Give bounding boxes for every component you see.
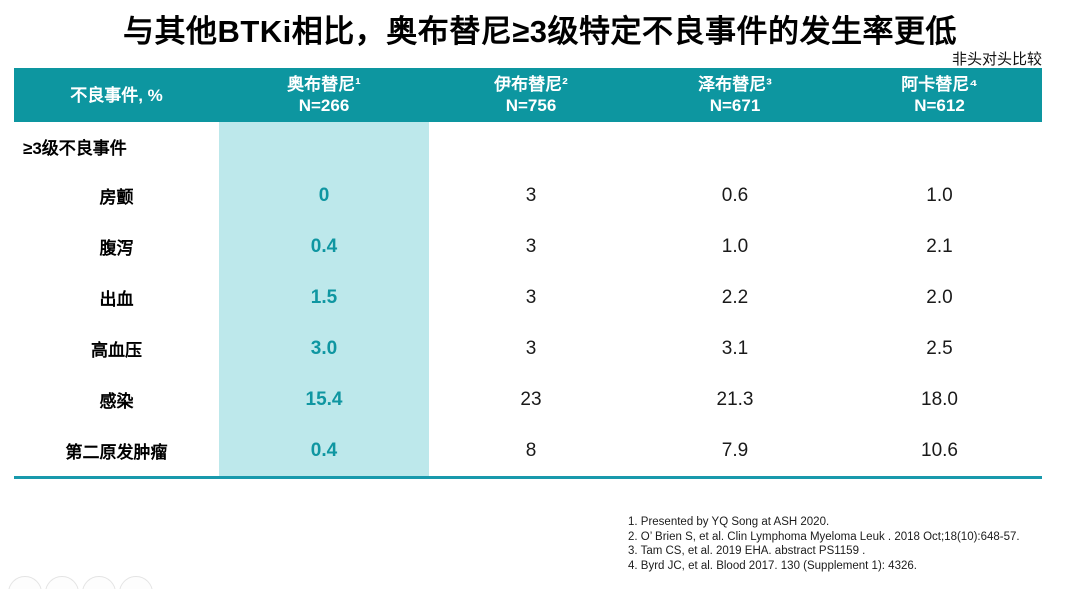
table-cell: 3 (525, 184, 537, 206)
table-cell: 0.4 (219, 425, 429, 476)
drug-n: N=266 (298, 96, 350, 115)
table-cell: 3.1 (721, 337, 749, 359)
table-cell: 0.6 (721, 184, 749, 206)
table-cell: 1.0 (721, 235, 749, 257)
empty-cell (633, 122, 837, 170)
share-icon[interactable] (119, 576, 153, 589)
table-cell: 15.4 (219, 374, 429, 425)
share-icons (8, 576, 153, 589)
table-cell: 1.5 (219, 272, 429, 323)
table-cell: 3 (525, 337, 537, 359)
column-header-zanubrutinib: 泽布替尼³ N=671 (633, 68, 837, 122)
page-title: 与其他BTKi相比，奥布替尼≥3级特定不良事件的发生率更低 (122, 14, 958, 49)
table-cell: 7.9 (721, 439, 749, 461)
table-cell: 0 (219, 170, 429, 221)
reference-line: 3. Tam CS, et al. 2019 EHA. abstract PS1… (628, 545, 866, 557)
share-icon[interactable] (8, 576, 42, 589)
table-cell: 2.5 (926, 337, 953, 359)
drug-name: 泽布替尼³ (698, 75, 772, 94)
share-icon[interactable] (82, 576, 116, 589)
table-cell: 3.0 (219, 323, 429, 374)
reference-line: 1. Presented by YQ Song at ASH 2020. (628, 516, 830, 528)
drug-name: 伊布替尼² (494, 75, 568, 94)
table-cell: 0.4 (219, 221, 429, 272)
row-label: 出血 (99, 290, 134, 309)
row-label: 房颤 (99, 188, 134, 207)
table-cell: 2.1 (926, 235, 953, 257)
table-cell: 18.0 (921, 388, 958, 410)
references: 1. Presented by YQ Song at ASH 2020. 2. … (628, 515, 1020, 573)
row-label: 高血压 (91, 341, 142, 360)
row-label: 第二原发肿瘤 (65, 443, 168, 462)
column-header-ibrutinib: 伊布替尼² N=756 (429, 68, 633, 122)
table-cell: 2.0 (926, 286, 953, 308)
table-cell: 10.6 (921, 439, 958, 461)
table-cell: 8 (525, 439, 537, 461)
reference-line: 2. O’ Brien S, et al. Clin Lymphoma Myel… (628, 530, 1020, 543)
comparison-note: 非头对头比较 (951, 51, 1042, 68)
drug-name: 奥布替尼¹ (287, 75, 361, 94)
table-cell: 3 (525, 235, 537, 257)
highlight-cell-empty (219, 122, 429, 170)
adverse-events-table: 不良事件, % 奥布替尼¹ N=266 伊布替尼² N=756 泽布替尼³ N=… (14, 68, 1042, 479)
column-header-orelabrutinib: 奥布替尼¹ N=266 (219, 68, 429, 122)
column-header-adverse-event: 不良事件, % (14, 68, 219, 122)
column-header-label: 不良事件, % (70, 85, 163, 105)
drug-n: N=612 (914, 96, 965, 115)
table-cell: 3 (525, 286, 537, 308)
drug-n: N=671 (709, 96, 761, 115)
share-icon[interactable] (45, 576, 79, 589)
reference-line: 4. Byrd JC, et al. Blood 2017. 130 (Supp… (628, 559, 917, 572)
table-cell: 1.0 (926, 184, 953, 206)
empty-cell (837, 122, 1042, 170)
drug-n: N=756 (505, 96, 557, 115)
table-cell: 2.2 (721, 286, 749, 308)
row-label: 腹泻 (99, 239, 134, 258)
row-label: 感染 (99, 392, 134, 411)
column-header-acalabrutinib: 阿卡替尼⁴ N=612 (837, 68, 1042, 122)
drug-name: 阿卡替尼⁴ (901, 75, 978, 94)
table-cell: 23 (520, 388, 542, 410)
empty-cell (429, 122, 633, 170)
table-cell: 21.3 (716, 388, 754, 410)
section-header: ≥3级不良事件 (23, 138, 127, 158)
